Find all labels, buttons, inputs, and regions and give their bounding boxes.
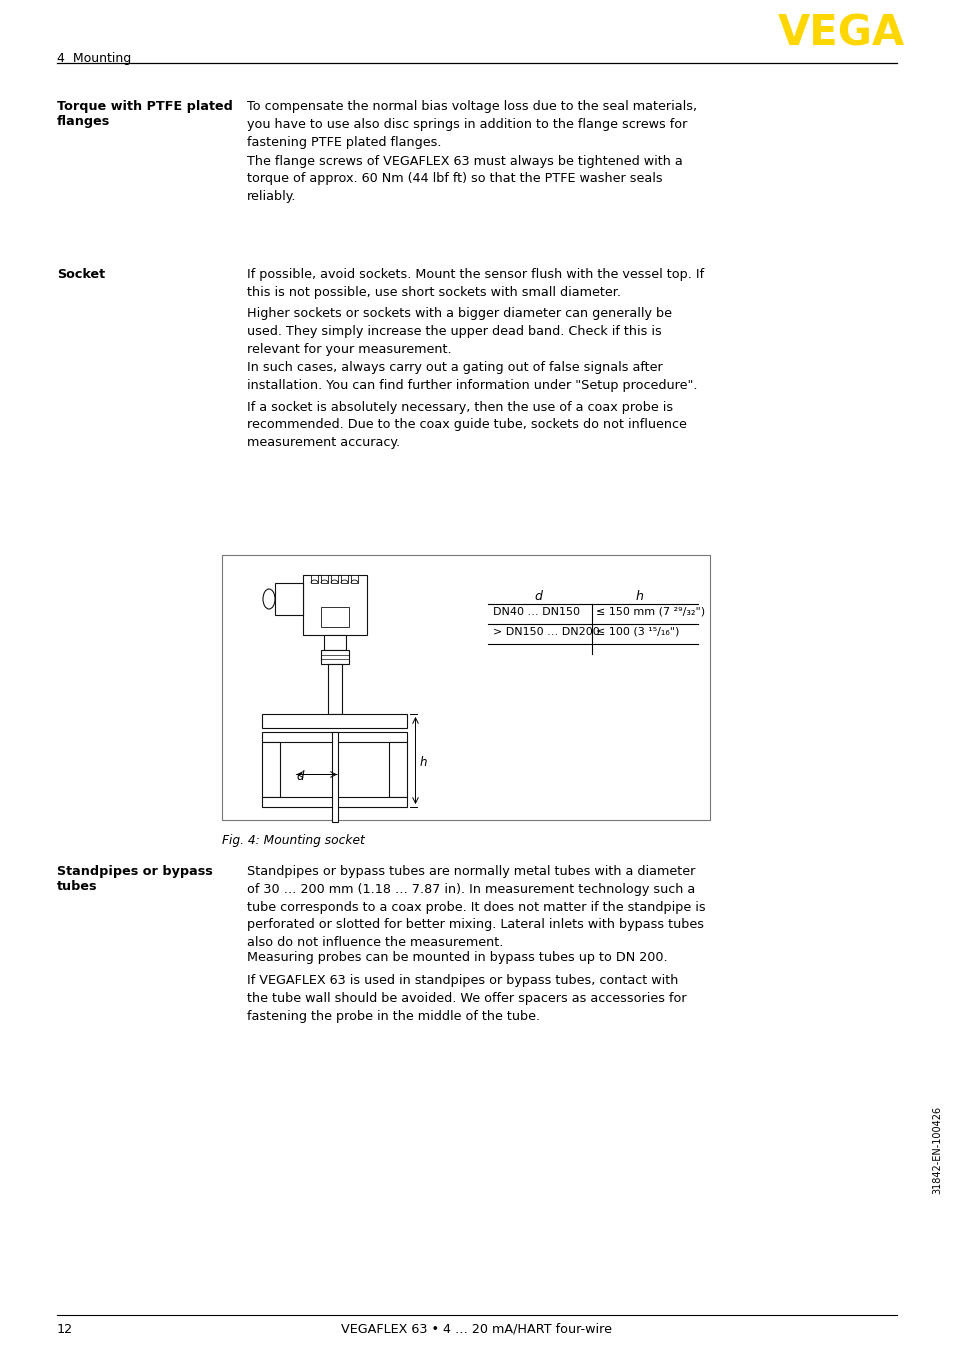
Bar <box>328 663 341 714</box>
Text: 31842-EN-100426: 31842-EN-100426 <box>931 1106 941 1194</box>
Text: h: h <box>419 757 427 769</box>
Text: Higher sockets or sockets with a bigger diameter can generally be
used. They sim: Higher sockets or sockets with a bigger … <box>247 307 671 356</box>
Text: VEGAFLEX 63 • 4 … 20 mA/HART four-wire: VEGAFLEX 63 • 4 … 20 mA/HART four-wire <box>341 1323 612 1336</box>
Bar <box>262 714 407 728</box>
Bar <box>262 742 280 798</box>
Bar <box>320 650 349 663</box>
Text: 4  Mounting: 4 Mounting <box>57 51 132 65</box>
Text: h: h <box>636 590 643 603</box>
Bar <box>262 733 407 742</box>
Text: 12: 12 <box>57 1323 73 1336</box>
Bar <box>311 575 317 584</box>
Text: Torque with PTFE plated: Torque with PTFE plated <box>57 100 233 112</box>
Bar <box>389 742 407 798</box>
Text: Standpipes or bypass: Standpipes or bypass <box>57 865 213 877</box>
Bar <box>332 733 337 822</box>
Bar <box>340 575 348 584</box>
Text: d: d <box>534 590 541 603</box>
Bar <box>303 575 367 635</box>
Text: The flange screws of VEGAFLEX 63 must always be tightened with a
torque of appro: The flange screws of VEGAFLEX 63 must al… <box>247 154 682 203</box>
Bar <box>274 584 303 615</box>
Bar <box>324 635 346 650</box>
Bar <box>351 575 357 584</box>
Text: Socket: Socket <box>57 268 105 282</box>
Bar <box>331 575 337 584</box>
Text: d: d <box>296 769 304 783</box>
Bar <box>320 607 349 627</box>
Text: In such cases, always carry out a gating out of false signals after
installation: In such cases, always carry out a gating… <box>247 362 697 393</box>
Bar <box>262 798 407 807</box>
Text: Measuring probes can be mounted in bypass tubes up to DN 200.: Measuring probes can be mounted in bypas… <box>247 951 667 964</box>
Text: ≤ 100 (3 ¹⁵/₁₆"): ≤ 100 (3 ¹⁵/₁₆") <box>596 627 679 636</box>
Text: Fig. 4: Mounting socket: Fig. 4: Mounting socket <box>222 834 364 848</box>
Text: DN40 … DN150: DN40 … DN150 <box>493 607 579 617</box>
Ellipse shape <box>263 589 274 609</box>
Text: tubes: tubes <box>57 880 97 894</box>
Bar <box>222 555 709 821</box>
Text: Standpipes or bypass tubes are normally metal tubes with a diameter
of 30 … 200 : Standpipes or bypass tubes are normally … <box>247 865 705 949</box>
Text: If VEGAFLEX 63 is used in standpipes or bypass tubes, contact with
the tube wall: If VEGAFLEX 63 is used in standpipes or … <box>247 974 686 1022</box>
Text: To compensate the normal bias voltage loss due to the seal materials,
you have t: To compensate the normal bias voltage lo… <box>247 100 697 149</box>
Text: If a socket is absolutely necessary, then the use of a coax probe is
recommended: If a socket is absolutely necessary, the… <box>247 401 686 450</box>
Text: > DN150 … DN200: > DN150 … DN200 <box>493 627 599 636</box>
Text: VEGA: VEGA <box>777 14 904 56</box>
Bar <box>320 575 328 584</box>
Text: flanges: flanges <box>57 115 111 129</box>
Text: ≤ 150 mm (7 ²⁹/₃₂"): ≤ 150 mm (7 ²⁹/₃₂") <box>596 607 704 617</box>
Text: If possible, avoid sockets. Mount the sensor flush with the vessel top. If
this : If possible, avoid sockets. Mount the se… <box>247 268 703 299</box>
